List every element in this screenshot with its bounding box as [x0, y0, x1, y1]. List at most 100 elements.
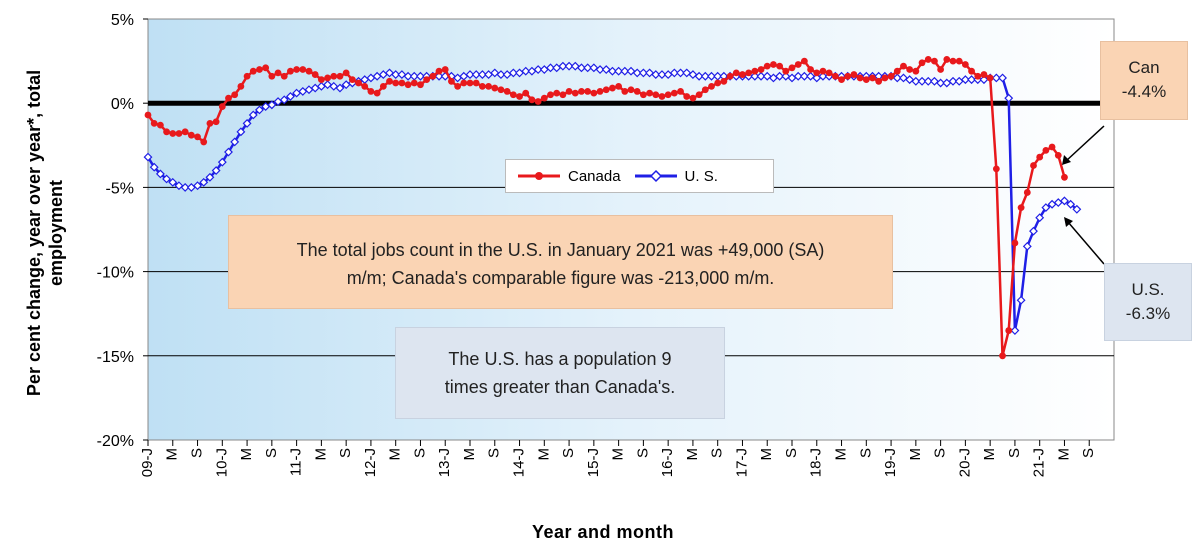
x-tick-label: S	[932, 448, 949, 458]
us-point	[905, 75, 915, 85]
canada-point	[844, 72, 852, 80]
us-point	[806, 71, 816, 81]
us-point	[651, 70, 661, 80]
canada-point	[924, 56, 932, 63]
us-point	[248, 110, 258, 120]
canada-point	[194, 133, 201, 141]
x-tick-label: 17-J	[733, 448, 750, 477]
us-point	[756, 71, 766, 81]
us-point	[546, 63, 555, 73]
us-point	[199, 177, 209, 187]
us-point	[620, 66, 630, 76]
y-tick-label: -10%	[97, 265, 134, 282]
canada-point	[980, 71, 988, 78]
us-point	[255, 105, 264, 115]
us-point	[391, 70, 401, 80]
population-note-line-1: The U.S. has a population 9	[448, 349, 672, 369]
us-point	[508, 68, 518, 78]
us-point	[601, 65, 611, 74]
us-point	[781, 71, 791, 81]
x-tick-label: 12-J	[362, 448, 379, 477]
canada-point	[732, 69, 740, 77]
canada-point	[478, 82, 486, 90]
canada-point	[794, 61, 802, 68]
us-point	[1060, 196, 1069, 206]
canada-point	[156, 121, 164, 129]
us-point	[230, 137, 240, 147]
canada-point	[299, 66, 307, 73]
canada-point	[256, 66, 263, 73]
canada-point	[937, 66, 945, 73]
canada-point	[689, 94, 697, 102]
canada-point	[429, 72, 437, 80]
canada-point	[652, 91, 660, 99]
x-tick-label: M	[684, 448, 701, 461]
us-point	[193, 181, 202, 191]
x-tick-label: 14-J	[511, 448, 528, 477]
us-point	[521, 66, 531, 76]
x-tick-label: 13-J	[436, 448, 453, 477]
canada-point	[311, 71, 319, 78]
x-tick-label: 19-J	[882, 448, 899, 477]
canada-point	[912, 67, 920, 75]
canada-point	[274, 69, 282, 77]
can-annotation-arrow	[1065, 125, 1105, 162]
x-tick-label: M	[610, 448, 627, 461]
canada-point	[472, 79, 480, 87]
legend-label-canada: Canada	[568, 167, 621, 185]
canada-point	[825, 69, 833, 77]
us-point	[236, 127, 246, 137]
us-point	[564, 61, 574, 71]
x-tick-label: 11-J	[288, 448, 305, 476]
us-point	[155, 169, 165, 179]
canada-point	[280, 72, 288, 80]
x-tick-label: S	[783, 448, 800, 458]
canada-point	[231, 91, 239, 99]
us-point	[626, 66, 636, 76]
us-point	[892, 73, 902, 83]
us-point	[570, 61, 580, 71]
canada-point	[330, 72, 338, 80]
canada-point	[386, 77, 393, 85]
us-point	[416, 71, 425, 81]
canada-point	[1011, 239, 1019, 247]
canada-point	[441, 66, 449, 73]
canada-point	[720, 77, 728, 85]
canada-point	[553, 89, 561, 97]
us-point	[793, 71, 803, 81]
can-annotation-value: -4.4%	[1121, 82, 1167, 101]
us-point	[917, 76, 927, 86]
canada-point	[225, 94, 232, 102]
canada-point	[658, 93, 666, 100]
us-point	[149, 162, 159, 172]
canada-point	[1036, 153, 1044, 161]
us-annotation: U.S. -6.3%	[1104, 263, 1192, 341]
canada-point	[708, 82, 715, 90]
us-point	[799, 71, 809, 81]
canada-point	[534, 98, 542, 105]
canada-point	[788, 64, 796, 72]
canada-point	[144, 111, 152, 119]
canada-point	[571, 89, 579, 97]
x-tick-label: S	[189, 448, 206, 458]
y-axis-label: Per cent change, year over year*, total …	[24, 69, 66, 397]
canada-point	[460, 79, 468, 87]
canada-point	[317, 76, 325, 84]
us-point	[285, 92, 295, 101]
canada-point	[169, 130, 177, 137]
us-point	[1016, 295, 1026, 305]
canada-point	[540, 94, 548, 102]
x-tick-label: M	[1055, 448, 1072, 461]
us-point	[558, 61, 568, 71]
canada-point	[528, 96, 536, 104]
canada-point	[856, 74, 864, 82]
x-tick-label: M	[758, 448, 775, 461]
x-tick-label: S	[486, 448, 503, 458]
canada-point	[305, 67, 313, 75]
us-point	[329, 81, 339, 91]
canada-point	[602, 86, 610, 94]
canada-point	[1042, 146, 1050, 154]
us-point	[589, 63, 599, 73]
us-point	[607, 66, 617, 76]
population-note-line-2: times greater than Canada's.	[444, 377, 676, 397]
